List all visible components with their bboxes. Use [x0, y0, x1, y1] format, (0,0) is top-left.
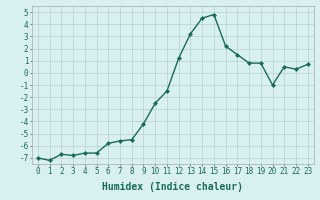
X-axis label: Humidex (Indice chaleur): Humidex (Indice chaleur) — [102, 182, 243, 192]
